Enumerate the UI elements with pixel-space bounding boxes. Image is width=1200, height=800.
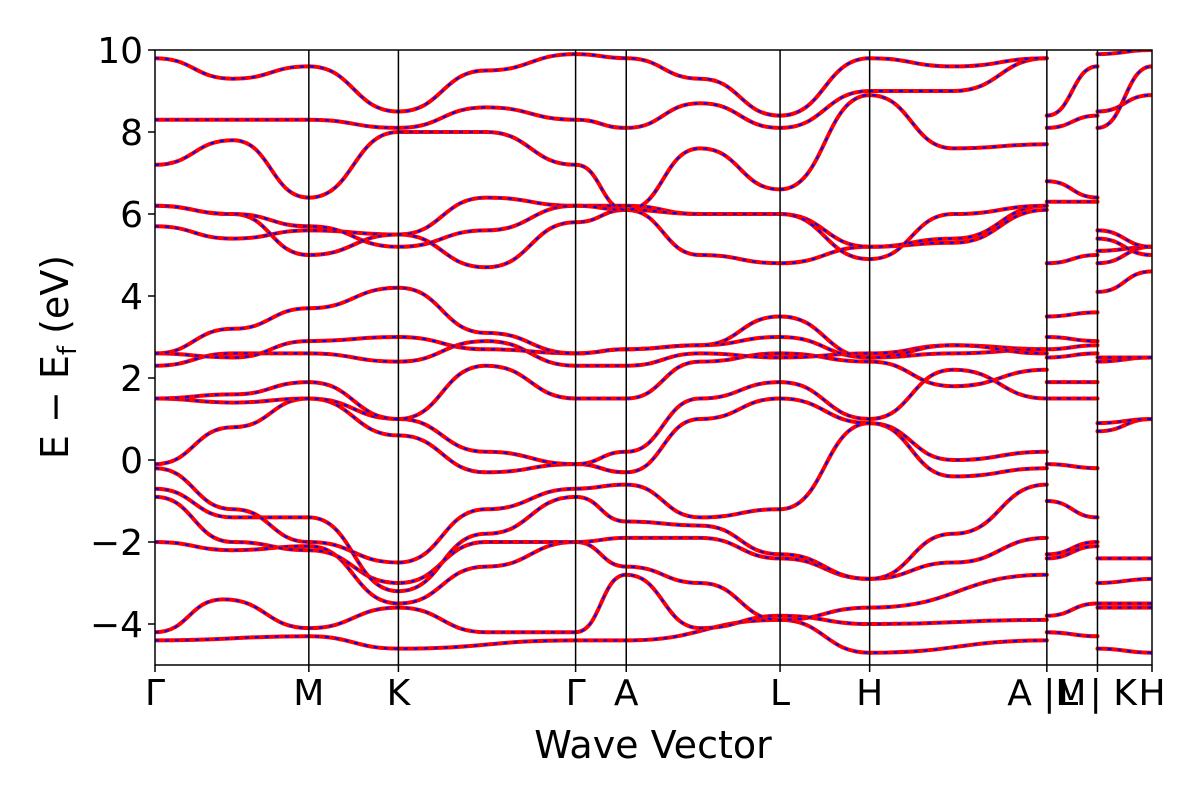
x-tick-label-9: H: [1138, 673, 1165, 714]
plot-frame: [154, 49, 1153, 666]
band-2-seg-1-red: [1044, 544, 1100, 561]
band-8-seg-0-blue: [155, 352, 1047, 421]
band-14-seg-2-blue: [1097, 94, 1152, 113]
band-15-seg-0-blue: [155, 94, 1047, 211]
x-tick-label-5: L: [770, 673, 790, 714]
band-15-seg-2-blue: [1097, 65, 1152, 129]
band-1-seg-1-red: [1044, 601, 1100, 618]
y-tick-label-5: 0: [120, 441, 143, 482]
band-14-seg-1-red: [1044, 179, 1100, 200]
band-5-seg-1-red: [1044, 462, 1100, 471]
x-axis-label: Wave Vector: [534, 723, 772, 767]
y-tick-label-7: −4: [90, 605, 143, 646]
x-tick-label-2: K: [387, 673, 412, 714]
band-10-seg-1-red: [1044, 335, 1100, 344]
y-axis-label: E − Ef (eV): [33, 255, 83, 459]
band-0-seg-1-red: [1044, 630, 1100, 639]
y-tick-label-4: 2: [120, 359, 143, 400]
x-tick-label-7: A |M: [1007, 673, 1086, 714]
band-8-seg-1-red: [1044, 351, 1100, 360]
band-9-seg-0-blue: [155, 340, 1047, 367]
band-17-seg-0-blue: [155, 53, 1047, 117]
x-tick-label-1: M: [293, 673, 324, 714]
x-tick-label-6: H: [856, 673, 883, 714]
x-tick-label-0: Γ: [145, 673, 165, 714]
band-12-seg-2-blue: [1097, 229, 1152, 248]
band-lines: [155, 50, 1152, 655]
y-tick-label-3: 4: [120, 277, 143, 318]
band-11-seg-0-blue: [155, 286, 1047, 359]
x-tick-label-8: L | K: [1058, 673, 1138, 714]
band-12-seg-1-red: [1044, 253, 1100, 266]
band-4-seg-1-red: [1044, 499, 1100, 520]
y-tick-label-6: −2: [90, 523, 143, 564]
band-3-seg-2-red: [1095, 576, 1152, 585]
y-tick-label-2: 6: [120, 195, 143, 236]
y-tick-label-1: 8: [120, 113, 143, 154]
band-2-seg-0-blue: [155, 540, 1047, 621]
band-1-seg-0-blue: [155, 573, 1047, 634]
band-15-seg-1-red: [1044, 113, 1100, 130]
band-3-seg-0-blue: [155, 495, 1047, 585]
x-tick-label-4: A: [614, 673, 639, 714]
band-9-seg-1-red: [1044, 343, 1100, 352]
band-0-seg-2-red: [1095, 646, 1152, 655]
high-symmetry-lines: [308, 50, 1099, 665]
y-axis: 10 8 6 4 2 0 −2 −4: [90, 31, 155, 646]
band-13-seg-2-blue: [1097, 237, 1152, 256]
band-14-seg-0-blue: [155, 204, 1047, 261]
band-9-seg-2-blue: [1097, 270, 1152, 293]
plot-area: [155, 50, 1152, 665]
band-11-seg-1-red: [1044, 310, 1100, 319]
y-tick-label-0: 10: [97, 31, 143, 72]
band-0-seg-0-blue: [155, 618, 1047, 654]
band-16-seg-1-red: [1044, 64, 1100, 118]
band-3-seg-1-red: [1044, 540, 1100, 557]
x-tick-label-3: Γ: [566, 673, 586, 714]
band-6-seg-2-red: [1095, 417, 1152, 426]
